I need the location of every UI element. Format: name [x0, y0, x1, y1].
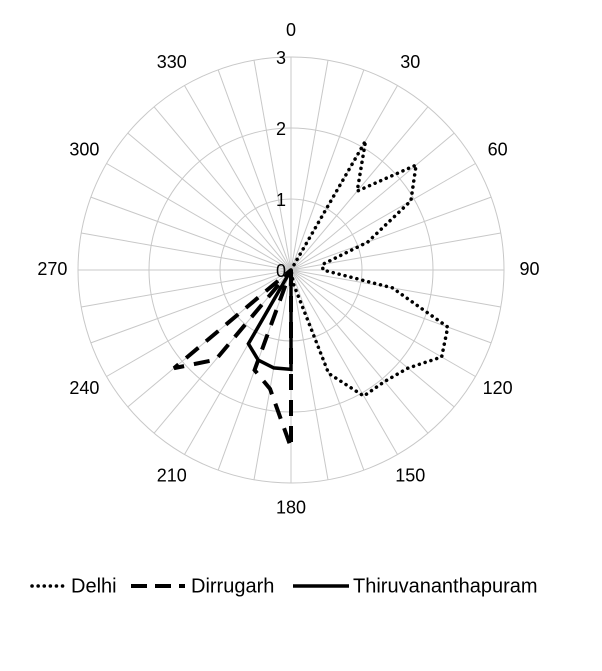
grid-spoke: [106, 163, 292, 271]
legend-label: Dirrugarh: [191, 575, 274, 597]
grid-spoke: [290, 269, 398, 455]
angle-tick-label: 300: [69, 139, 99, 159]
grid-spoke: [90, 196, 292, 271]
radial-tick-label: 2: [276, 119, 286, 139]
grid-spoke: [217, 69, 292, 271]
angle-tick-label: 180: [276, 497, 306, 517]
radial-tick-label: 3: [276, 48, 286, 68]
grid-spoke: [290, 163, 476, 271]
angle-tick-label: 30: [400, 52, 420, 72]
grid-spoke: [290, 132, 455, 271]
grid-spoke: [290, 106, 429, 271]
angle-tick-label: 210: [157, 465, 187, 485]
grid-spoke: [81, 232, 292, 271]
grid-spoke: [253, 269, 292, 480]
legend-label: Delhi: [71, 575, 117, 597]
grid-spoke: [253, 60, 292, 271]
series-line-dirrugarh: [172, 268, 293, 449]
grid-spoke: [290, 60, 329, 271]
angle-tick-label: 270: [37, 259, 67, 279]
radial-tick-label: 0: [276, 261, 286, 281]
grid-spoke: [290, 269, 476, 377]
grid-spoke: [184, 85, 292, 271]
legend: Delhi Dirrugarh Thiruvananthapuram: [30, 575, 538, 597]
grid-spoke: [290, 269, 492, 344]
grid-spoke: [81, 269, 292, 308]
angle-tick-label: 150: [395, 465, 425, 485]
grid-spoke: [127, 132, 292, 271]
angle-tick-label: 120: [483, 378, 513, 398]
grid-spoke: [290, 269, 455, 408]
radial-tick-label: 1: [276, 190, 286, 210]
angle-tick-label: 330: [157, 52, 187, 72]
grid-spoke: [290, 269, 429, 434]
angle-tick-label: 60: [488, 139, 508, 159]
grid-spoke: [290, 196, 492, 271]
angle-tick-label: 0: [286, 20, 296, 40]
data-series: [172, 140, 450, 449]
series-line-delhi: [289, 140, 450, 399]
grid-spoke: [153, 106, 292, 271]
angle-tick-label: 90: [520, 259, 540, 279]
grid-spoke: [90, 269, 292, 344]
grid-spoke: [290, 269, 329, 480]
grid-spoke: [290, 69, 365, 271]
angle-tick-label: 240: [69, 378, 99, 398]
legend-label: Thiruvananthapuram: [353, 575, 538, 597]
axis-labels: 0 30 60 90 120 150 180 210 240 270 300 330 0 1 2 3: [37, 20, 539, 517]
grid-spoke: [290, 269, 501, 308]
grid-spoke: [106, 269, 292, 377]
series-line-thiruvananthapuram: [246, 269, 293, 372]
